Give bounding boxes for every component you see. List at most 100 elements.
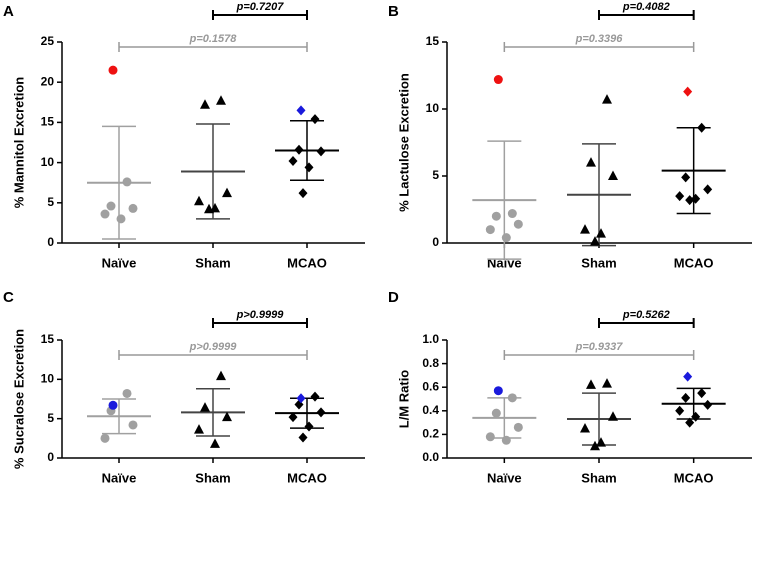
y-tick-label: 10 — [41, 155, 55, 169]
x-tick-label: MCAO — [287, 470, 327, 485]
y-tick-label: 10 — [41, 372, 55, 386]
data-point — [491, 408, 501, 418]
data-point — [602, 94, 612, 104]
p-value: p=0.3396 — [575, 33, 624, 45]
data-point — [316, 407, 326, 418]
data-point — [108, 65, 118, 75]
data-point — [586, 379, 596, 389]
data-point — [491, 211, 501, 221]
panel-label: A — [3, 3, 14, 20]
data-point — [296, 393, 306, 404]
data-point — [675, 405, 685, 416]
y-tick-label: 15 — [41, 332, 55, 346]
data-point — [128, 203, 138, 213]
data-point — [304, 421, 314, 432]
data-point — [222, 411, 232, 422]
x-tick-label: MCAO — [674, 470, 714, 485]
data-point — [683, 371, 693, 382]
data-point — [493, 75, 503, 85]
y-tick-label: 20 — [41, 74, 55, 88]
y-tick-label: 0.0 — [422, 450, 439, 464]
x-tick-label: Naïve — [102, 470, 137, 485]
data-point — [200, 99, 210, 109]
data-point — [590, 236, 600, 246]
data-point — [703, 399, 713, 410]
data-point — [685, 417, 695, 428]
data-point — [691, 411, 701, 422]
p-value: p>0.9999 — [189, 341, 238, 353]
data-point — [513, 219, 523, 229]
data-point — [304, 162, 314, 173]
data-point — [513, 422, 523, 432]
data-point — [586, 157, 596, 167]
data-point — [296, 105, 306, 116]
data-point — [691, 193, 701, 204]
x-tick-label: Naïve — [102, 255, 137, 270]
y-tick-label: 1.0 — [422, 332, 439, 346]
data-point — [501, 435, 511, 445]
data-point — [580, 224, 590, 234]
data-point — [485, 432, 495, 442]
y-tick-label: 10 — [426, 101, 440, 115]
x-tick-label: Sham — [581, 470, 616, 485]
data-point — [697, 388, 707, 399]
data-point — [288, 155, 298, 166]
data-point — [122, 388, 132, 398]
data-point — [298, 432, 308, 443]
y-tick-label: 0.4 — [422, 403, 439, 417]
x-tick-label: Sham — [195, 255, 230, 270]
data-point — [596, 228, 606, 238]
x-tick-label: MCAO — [674, 255, 714, 270]
data-point — [288, 412, 298, 423]
data-point — [685, 195, 695, 206]
data-point — [210, 202, 220, 213]
data-point — [580, 423, 590, 433]
data-point — [485, 225, 495, 235]
data-point — [602, 378, 612, 388]
data-point — [310, 391, 320, 402]
data-point — [204, 203, 214, 214]
y-axis-label: % Mannitol Excretion — [11, 77, 26, 209]
data-point — [106, 201, 116, 211]
x-tick-label: Sham — [195, 470, 230, 485]
y-tick-label: 15 — [426, 34, 440, 48]
data-point — [501, 233, 511, 243]
data-point — [100, 433, 110, 443]
data-point — [608, 170, 618, 180]
data-point — [108, 400, 118, 410]
x-tick-label: MCAO — [287, 255, 327, 270]
data-point — [216, 370, 226, 381]
y-tick-label: 0 — [432, 235, 439, 249]
data-point — [128, 420, 138, 430]
y-tick-label: 5 — [432, 168, 439, 182]
p-value: p=0.4082 — [622, 1, 670, 13]
data-point — [596, 437, 606, 447]
y-tick-label: 25 — [41, 34, 55, 48]
data-point — [493, 386, 503, 396]
y-tick-label: 0.2 — [422, 427, 439, 441]
p-value: p>0.9999 — [236, 309, 285, 321]
y-tick-label: 0.6 — [422, 379, 439, 393]
y-tick-label: 0 — [47, 450, 54, 464]
y-axis-label: % Sucralose Excretion — [11, 329, 26, 469]
p-value: p=0.9337 — [575, 341, 624, 353]
p-value: p=0.5262 — [622, 309, 670, 321]
p-value: p=0.1578 — [189, 33, 238, 45]
y-tick-label: 0.8 — [422, 356, 439, 370]
y-tick-label: 15 — [41, 115, 55, 129]
data-point — [194, 424, 204, 434]
data-point — [590, 440, 600, 451]
data-point — [507, 209, 517, 219]
data-point — [100, 209, 110, 219]
p-value: p=0.7207 — [236, 1, 285, 13]
y-tick-label: 0 — [47, 235, 54, 249]
y-axis-label: L/M Ratio — [396, 370, 411, 429]
data-point — [683, 86, 693, 97]
data-point — [310, 114, 320, 125]
panel-label: B — [388, 3, 399, 20]
data-point — [675, 191, 685, 202]
x-tick-label: Naïve — [487, 470, 522, 485]
data-point — [116, 214, 126, 224]
y-tick-label: 5 — [47, 195, 54, 209]
